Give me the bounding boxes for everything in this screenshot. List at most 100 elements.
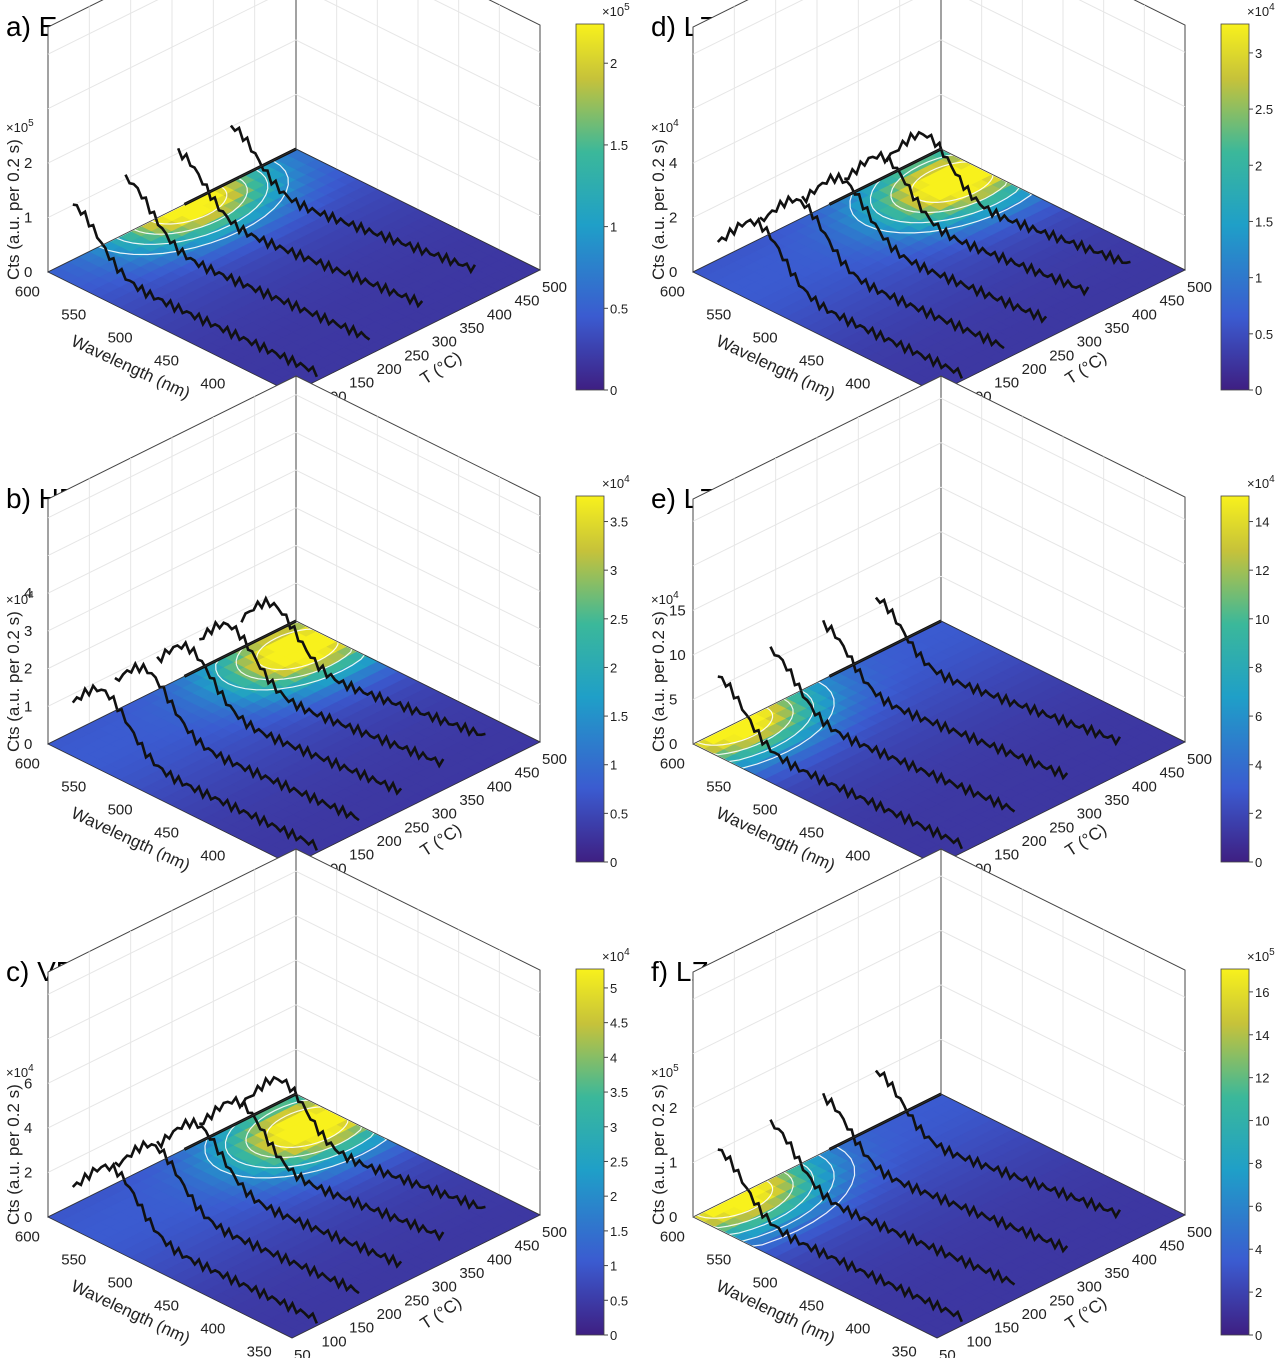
colorbar-tick-label: 12	[1255, 563, 1269, 578]
colorbar-multiplier: ×104	[602, 474, 630, 491]
z-axis-label: Cts (a.u. per 0.2 s)	[649, 1084, 668, 1225]
y-tick-label: 200	[377, 833, 402, 850]
y-tick-label: 350	[1104, 1265, 1129, 1282]
x-tick-label: 400	[200, 375, 225, 392]
y-tick-label: 200	[377, 361, 402, 378]
colorbar-tick-label: 0	[1255, 383, 1262, 398]
z-tick-label: 3	[24, 623, 32, 640]
y-tick-label: 50	[294, 1347, 311, 1358]
colorbar-tick-label: 0.5	[610, 1293, 628, 1308]
projection-line	[717, 675, 963, 850]
z-tick-label: 0	[669, 1209, 677, 1226]
x-tick-label: 600	[660, 755, 685, 772]
colorbar-tick-label: 14	[1255, 515, 1269, 530]
floor-outline	[47, 1093, 541, 1339]
z-tick-label: 4	[24, 585, 32, 602]
colorbar-multiplier: ×104	[602, 947, 630, 964]
projection-line	[114, 1139, 360, 1295]
colorbar-tick-label: 1	[610, 758, 617, 773]
colorbar-tick-label: 1	[610, 220, 617, 235]
colorbar-tick-label: 1.5	[610, 1224, 628, 1239]
x-tick-label: 450	[154, 1297, 179, 1314]
x-tick-label: 500	[753, 1274, 778, 1291]
y-tick-label: 350	[459, 792, 484, 809]
y-tick-label: 500	[542, 751, 567, 768]
wall-grid-line	[692, 1038, 1186, 1164]
x-tick-label: 400	[845, 375, 870, 392]
y-tick-label: 200	[377, 1306, 402, 1323]
colorbar-tick-label: 8	[1255, 1156, 1262, 1171]
colorbar-tick-label: 4	[1255, 1242, 1262, 1257]
wall-grid-line	[47, 0, 541, 55]
z-axis-label: Cts (a.u. per 0.2 s)	[4, 611, 23, 752]
colorbar-tick-label: 12	[1255, 1071, 1269, 1086]
x-tick-label: 400	[845, 847, 870, 864]
z-axis-label: Cts (a.u. per 0.2 s)	[4, 139, 23, 280]
colorbar-tick-label: 0	[1255, 1328, 1262, 1343]
wall-grid-line	[692, 397, 1186, 522]
z-multiplier: ×104	[6, 590, 34, 607]
y-tick-label: 250	[404, 347, 429, 364]
z-tick-label: 2	[24, 661, 32, 678]
wall-grid-line	[692, 0, 1186, 55]
y-tick-label: 400	[487, 306, 512, 323]
x-tick-label: 550	[706, 306, 731, 323]
wall-grid-line	[47, 39, 541, 164]
panel-6: f) LZ4-X60055050045040035050100150200250…	[649, 848, 1275, 1363]
colorbar-tick-label: 14	[1255, 1028, 1269, 1043]
colorbar-tick-label: 2	[1255, 1285, 1262, 1300]
x-tick-label: 500	[108, 1274, 133, 1291]
colorbar	[575, 23, 605, 391]
projection-line	[229, 124, 477, 275]
colorbar-tick-label: 5	[610, 981, 617, 996]
projection-line	[114, 660, 360, 822]
x-tick-label: 600	[660, 1228, 685, 1245]
wall-grid-line	[692, 875, 1186, 1000]
y-tick-label: 150	[349, 847, 374, 864]
y-tick-label: 50	[939, 1347, 956, 1358]
y-tick-label: 400	[1132, 306, 1157, 323]
x-tick-label: 550	[706, 1251, 731, 1268]
x-tick-label: 350	[247, 1343, 272, 1358]
y-tick-label: 450	[1159, 1238, 1184, 1255]
colorbar	[575, 495, 605, 863]
y-tick-label: 300	[432, 1279, 457, 1296]
z-tick-label: 0	[24, 736, 32, 753]
wall-grid-line	[47, 507, 541, 632]
wall-grid-line	[47, 0, 541, 110]
floor-outline	[47, 148, 541, 394]
x-tick-label: 550	[61, 778, 86, 795]
colorbar-multiplier: ×105	[1247, 947, 1275, 964]
projection-line	[199, 1094, 445, 1242]
y-tick-label: 100	[322, 1333, 347, 1350]
y-tick-label: 350	[1104, 320, 1129, 337]
z-axis-label: Cts (a.u. per 0.2 s)	[4, 1084, 23, 1225]
projection-line	[874, 596, 1122, 747]
colorbar-tick-label: 6	[1255, 1199, 1262, 1214]
colorbar-tick-label: 3	[1255, 46, 1262, 61]
y-tick-label: 200	[1022, 361, 1047, 378]
x-tick-label: 450	[154, 352, 179, 369]
y-tick-label: 300	[1077, 1279, 1102, 1296]
z-multiplier: ×104	[651, 590, 679, 607]
colorbar-multiplier: ×105	[602, 2, 630, 19]
z-tick-label: 1	[24, 210, 32, 227]
colorbar-tick-label: 10	[1255, 612, 1269, 627]
projection-line	[716, 216, 963, 379]
colorbar-tick-label: 6	[1255, 709, 1262, 724]
colorbar-tick-label: 1	[1255, 271, 1262, 286]
x-tick-label: 600	[15, 1228, 40, 1245]
wall-grid-line	[47, 1004, 541, 1129]
projection-line	[240, 1075, 486, 1211]
y-tick-label: 300	[1077, 806, 1102, 823]
colorbar-tick-label: 8	[1255, 660, 1262, 675]
wall-grid-line	[47, 959, 541, 1084]
z-tick-label: 4	[669, 155, 677, 172]
colorbar-tick-label: 0.5	[1255, 327, 1273, 342]
wall-grid-line	[692, 575, 1186, 700]
x-tick-label: 500	[753, 801, 778, 818]
wall-grid-line	[47, 93, 541, 219]
x-tick-label: 450	[799, 1297, 824, 1314]
y-tick-label: 500	[1187, 279, 1212, 296]
